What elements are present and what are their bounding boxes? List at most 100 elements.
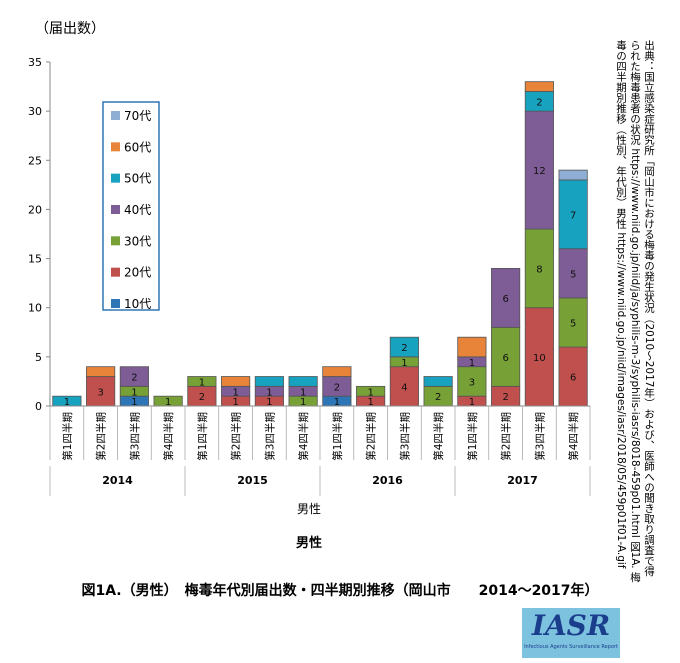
data-label: 4 xyxy=(401,382,407,393)
bar-segment xyxy=(86,366,116,377)
x-axis-label: 男性 xyxy=(297,502,321,516)
data-label: 1 xyxy=(131,387,137,398)
category-label: 第3四半期 xyxy=(533,412,546,461)
data-label: 1 xyxy=(469,397,475,408)
legend-swatch xyxy=(111,111,120,120)
legend-entry: 30代 xyxy=(124,234,151,248)
data-label: 1 xyxy=(300,397,306,408)
legend-swatch xyxy=(111,267,120,277)
bar-segment xyxy=(119,366,149,387)
bar-segment xyxy=(524,307,554,407)
data-label: 1 xyxy=(367,397,373,408)
bar-segment xyxy=(288,376,318,387)
data-label: 2 xyxy=(435,392,441,403)
legend-swatch xyxy=(111,142,120,152)
bar-segment xyxy=(558,248,588,299)
data-label: 5 xyxy=(570,318,576,329)
year-group-label: 2014 xyxy=(102,474,133,487)
category-label: 第1四半期 xyxy=(196,412,209,461)
legend-swatch xyxy=(111,205,120,214)
legend-swatch xyxy=(111,299,120,308)
figure-caption: 図1A.（男性） 梅毒年代別届出数・四半期別推移（岡山市 2014〜2017年） xyxy=(81,583,599,599)
legend-entry: 40代 xyxy=(124,203,151,217)
data-label: 3 xyxy=(469,377,475,388)
data-label: 6 xyxy=(502,353,508,364)
data-label: 1 xyxy=(199,377,205,388)
bar-segment xyxy=(221,376,251,387)
category-label: 第1四半期 xyxy=(331,412,344,461)
category-label: 第2四半期 xyxy=(500,412,513,461)
category-label: 第4四半期 xyxy=(297,412,310,461)
category-label: 第3四半期 xyxy=(398,412,411,461)
y-tick-label: 5 xyxy=(35,351,42,364)
data-label: 2 xyxy=(536,97,542,108)
data-label: 2 xyxy=(334,382,340,393)
data-label: 1 xyxy=(469,358,475,369)
data-label: 3 xyxy=(97,387,103,398)
legend-swatch xyxy=(111,173,120,183)
category-label: 第4四半期 xyxy=(567,412,580,461)
bar-segment xyxy=(558,179,588,250)
category-label: 第3四半期 xyxy=(263,412,276,461)
data-label: 5 xyxy=(570,269,576,280)
category-label: 第4四半期 xyxy=(162,412,175,461)
legend-entry: 70代 xyxy=(124,109,151,123)
category-label: 第4四半期 xyxy=(432,412,445,461)
legend-entry: 10代 xyxy=(124,297,151,311)
data-label: 10 xyxy=(533,353,546,364)
y-tick-label: 25 xyxy=(28,154,42,167)
bar-segment xyxy=(457,336,487,358)
source-citation: 出典：国立感染症研究所「岡山市における梅毒の発生状況（2010〜2017年）およ… xyxy=(615,40,655,583)
iasr-logo-subtext: Infectious Agents Surveillance Report xyxy=(524,644,618,650)
y-tick-label: 10 xyxy=(28,302,42,315)
bar-segment xyxy=(356,385,386,397)
legend-swatch xyxy=(111,236,120,246)
iasr-logo: IASR Infectious Agents Surveillance Repo… xyxy=(522,608,620,658)
legend-entry: 20代 xyxy=(124,266,151,280)
data-label: 1 xyxy=(367,387,373,398)
data-label: 8 xyxy=(536,264,542,275)
data-label: 2 xyxy=(131,373,137,384)
data-label: 1 xyxy=(232,387,238,398)
data-label: 1 xyxy=(300,387,306,398)
category-label: 第1四半期 xyxy=(61,412,74,461)
data-label: 2 xyxy=(199,392,205,403)
bar-segment xyxy=(187,376,217,387)
data-label: 6 xyxy=(502,294,508,305)
data-label: 1 xyxy=(232,397,238,408)
data-label: 1 xyxy=(131,397,137,408)
y-tick-label: 0 xyxy=(35,400,42,413)
data-label: 2 xyxy=(401,343,407,354)
data-label: 1 xyxy=(64,397,70,408)
bar-segment xyxy=(491,326,521,387)
year-group-label: 2017 xyxy=(507,474,538,487)
axes-layer: 05101520253035第1四半期 第2四半期 第3四半期 第4四半期 第1四半期第… xyxy=(28,56,591,496)
x-axis-label-bold: 男性 xyxy=(296,535,322,551)
data-label: 1 xyxy=(266,397,272,408)
legend: 70代 60代 50代 40代 30代 20代 10代 xyxy=(102,101,160,311)
bar-segment xyxy=(254,376,284,387)
data-label: 1 xyxy=(266,387,272,398)
y-tick-label: 30 xyxy=(28,105,42,118)
data-label: 1 xyxy=(401,358,407,369)
y-tick-label: 15 xyxy=(28,253,42,266)
category-label: 第2四半期 xyxy=(365,412,378,461)
category-label: 第2四半期 xyxy=(95,412,108,461)
bar-segment xyxy=(457,366,487,397)
bar-segment xyxy=(524,81,554,92)
iasr-logo-text: IASR xyxy=(531,609,611,642)
category-label: 第2四半期 xyxy=(230,412,243,461)
bar-segment xyxy=(524,110,554,230)
data-label: 1 xyxy=(334,397,340,408)
bar-segment xyxy=(389,366,419,407)
data-label: 7 xyxy=(570,210,576,221)
category-label: 第3四半期 xyxy=(128,412,141,461)
year-group-label: 2016 xyxy=(372,474,403,487)
bar-segment xyxy=(491,267,521,328)
bar-segment xyxy=(86,376,116,407)
bar-segment xyxy=(389,336,419,358)
data-label: 12 xyxy=(533,166,546,177)
bar-segment xyxy=(558,169,588,181)
